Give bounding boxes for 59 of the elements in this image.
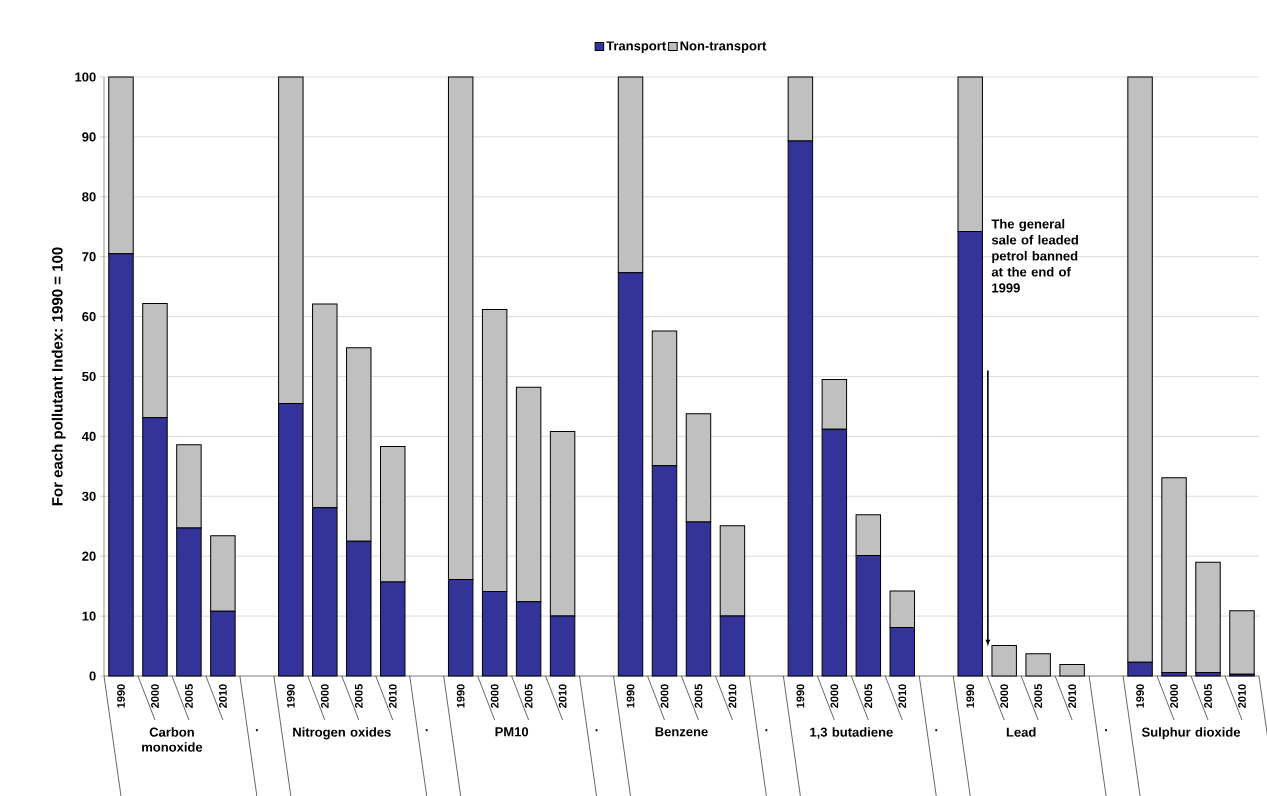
y-tick-label: 0: [89, 671, 96, 681]
bar: [1229, 610, 1255, 675]
y-tick-label: 60: [82, 311, 96, 322]
x-tick-label: 2010: [219, 684, 227, 708]
x-tick-label: 1990: [456, 684, 465, 708]
text: Carbon monoxide: [142, 727, 203, 752]
text: .: [1105, 729, 1108, 732]
x-tick-label: 2000: [660, 684, 669, 708]
bar: [1161, 477, 1187, 673]
y-tick-label: 70: [82, 252, 96, 262]
text: .: [255, 729, 258, 732]
x-tick-label: 2005: [864, 684, 873, 708]
x-tick-label: 1990: [1136, 684, 1144, 708]
text: .: [935, 729, 938, 732]
x-tick-label: 1990: [966, 684, 975, 708]
x-tick-label: 2010: [728, 684, 737, 708]
x-tick-label: 2010: [388, 684, 397, 708]
legend-label: Non-transport: [680, 41, 767, 54]
x-tick-label: 2010: [558, 684, 567, 708]
text: Nitrogen oxides: [293, 727, 391, 740]
text: .: [425, 729, 428, 732]
x-tick-label: 2005: [185, 684, 193, 708]
x-tick-label: 2000: [1000, 684, 1009, 708]
legend-label: Transport: [606, 41, 666, 54]
x-tick-label: 2005: [354, 684, 363, 708]
x-tick-label: 2005: [524, 684, 533, 708]
y-tick-label: 90: [82, 132, 96, 142]
x-tick-label: 1990: [286, 684, 295, 708]
y-tick-label: 30: [82, 491, 96, 501]
text: .: [765, 729, 768, 732]
text: Lead: [1006, 727, 1036, 737]
y-tick-label: 10: [82, 611, 96, 621]
x-tick-label: 2005: [694, 684, 703, 708]
x-tick-label: 2005: [1204, 684, 1212, 708]
text: Benzene: [655, 727, 708, 737]
y-tick-label: 40: [81, 431, 96, 441]
x-tick-label: 2010: [1068, 684, 1077, 708]
x-tick-label: 2010: [898, 684, 907, 708]
annotation: The general sale of leaded petrol banned at the end of 1999: [991, 218, 1078, 293]
x-tick-label: 1990: [626, 684, 635, 708]
x-tick-label: 2000: [830, 684, 839, 708]
x-tick-label: 2005: [1034, 684, 1043, 708]
x-tick-label: 2000: [151, 684, 159, 708]
text: PM10: [495, 727, 529, 737]
y-tick-label: 50: [82, 371, 96, 382]
x-tick-label: 1990: [796, 684, 805, 708]
y-tick-label: 80: [82, 192, 96, 202]
bar: [1195, 561, 1221, 673]
x-tick-label: 2000: [490, 684, 499, 708]
text: 1,3 butadiene: [810, 727, 893, 739]
text: .: [595, 729, 598, 732]
text: Sulphur dioxide: [1141, 727, 1241, 740]
x-tick-label: 2000: [1170, 684, 1178, 708]
x-tick-label: 2000: [320, 684, 329, 708]
y-axis-title: For each pollutant Index: 1990 = 100: [51, 247, 66, 506]
x-tick-label: 2010: [1238, 684, 1246, 708]
x-tick-label: 1990: [117, 684, 125, 708]
y-tick-label: 100: [75, 72, 96, 82]
y-tick-label: 20: [82, 551, 96, 561]
